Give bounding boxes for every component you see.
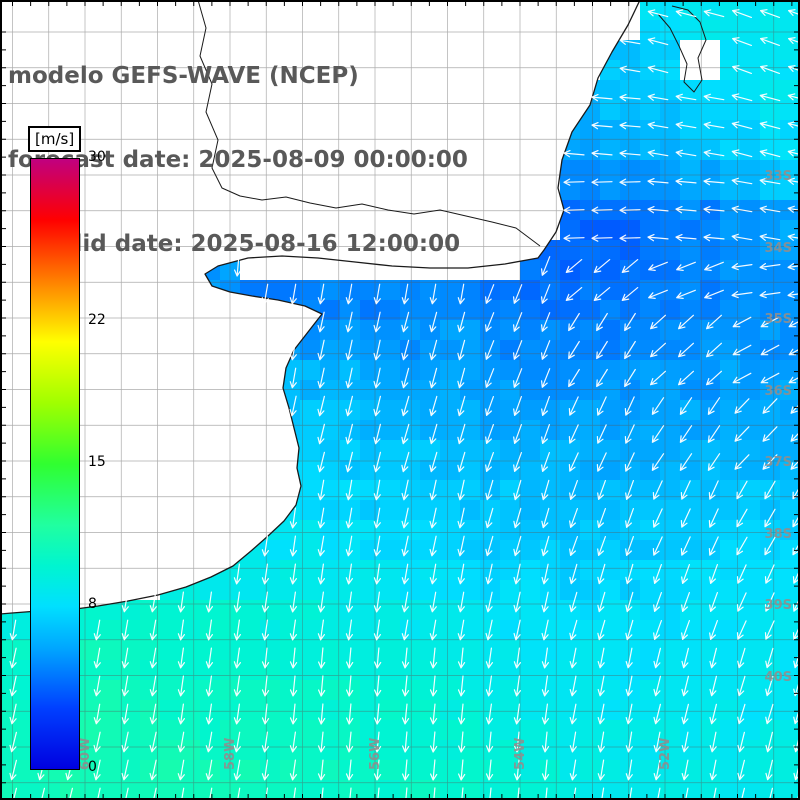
colorbar-tick-label: 15 — [88, 454, 106, 470]
lat-label: 39S — [765, 598, 792, 613]
colorbar: [m/s] 30 22 15 8 0 — [26, 126, 156, 796]
colorbar-tick-label: 0 — [88, 759, 97, 775]
country-border — [657, 5, 707, 93]
coastline — [0, 0, 641, 615]
colorbar-tick-label: 8 — [88, 596, 97, 613]
model-title: modelo GEFS-WAVE (NCEP) — [8, 63, 359, 89]
lat-label: 37S — [765, 455, 792, 470]
lon-label: 60W — [78, 738, 93, 770]
lon-label: 58W — [223, 738, 238, 770]
wind-arrows — [9, 9, 800, 800]
lat-label: 36S — [765, 384, 792, 399]
lat-label: 34S — [765, 241, 792, 256]
lat-label: 33S — [765, 169, 792, 184]
lat-label: 38S — [765, 527, 792, 542]
colorbar-unit-label: [m/s] — [28, 126, 82, 152]
colorbar-tick-label: 30 — [88, 149, 106, 165]
lat-label: 35S — [765, 312, 792, 327]
lon-label: 56W — [368, 738, 383, 770]
lon-label: 54W — [513, 738, 528, 770]
colorbar-tick-label: 22 — [88, 311, 106, 328]
lon-label: 52W — [658, 738, 673, 770]
colorbar-gradient — [30, 158, 80, 770]
geo-labels: 33S 34S 35S 36S 37S 38S 39S 40S 60W 58W 56W 54W 52W — [78, 169, 792, 770]
country-border — [197, 0, 541, 247]
land-mask — [0, 0, 640, 614]
lat-label: 40S — [765, 670, 792, 685]
